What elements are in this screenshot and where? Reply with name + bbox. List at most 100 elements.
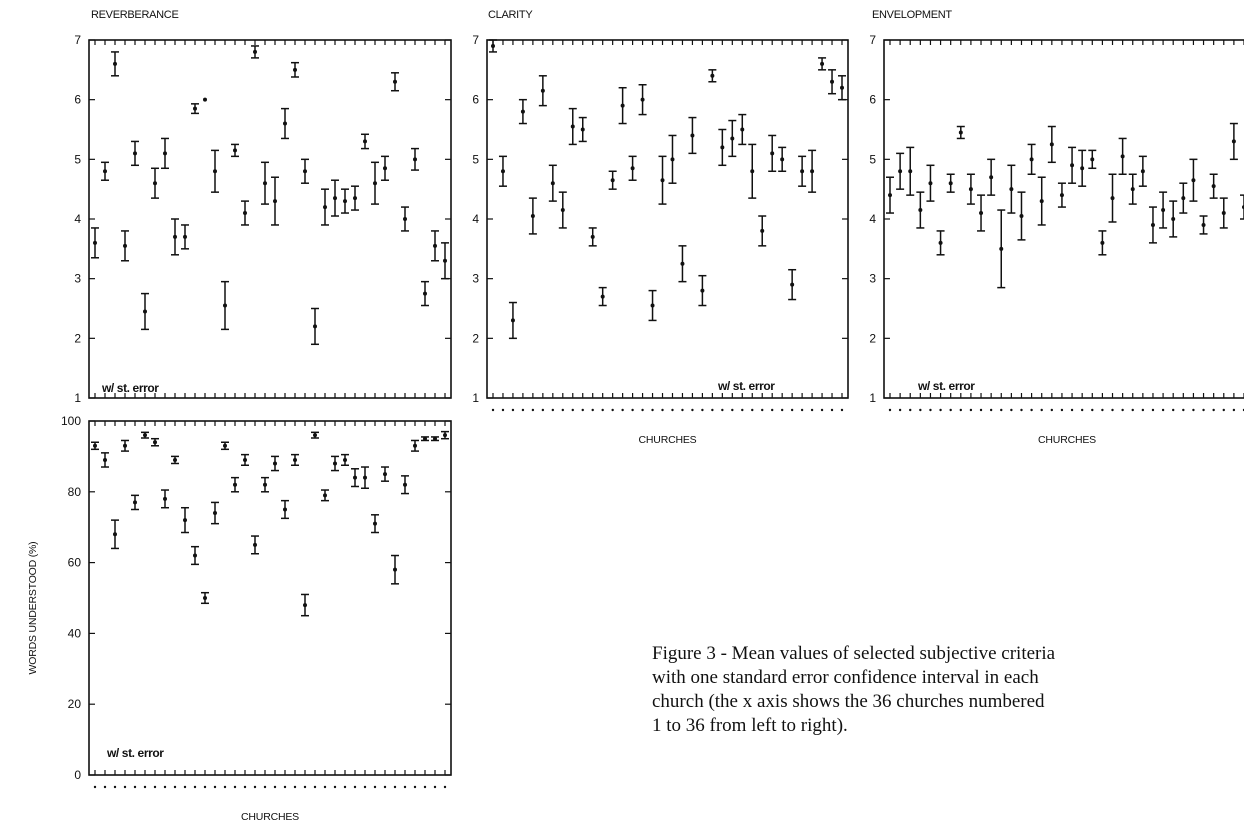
data-point <box>171 455 179 465</box>
x-tick-mark <box>123 785 127 789</box>
data-point <box>818 57 827 71</box>
mean-marker <box>443 258 447 263</box>
mean-marker <box>103 457 107 462</box>
data-point <box>1118 137 1127 175</box>
panel-title: ENVELOPMENT <box>872 9 952 21</box>
data-point <box>768 134 777 173</box>
mean-marker <box>363 139 367 144</box>
data-point <box>281 107 289 140</box>
mean-marker <box>203 596 207 600</box>
x-tick-mark <box>949 408 952 412</box>
data-point <box>331 179 339 217</box>
x-tick-mark <box>1050 408 1054 412</box>
x-tick-mark <box>790 408 794 412</box>
x-tick-mark <box>343 785 347 789</box>
mean-marker <box>790 282 795 287</box>
data-point <box>798 155 807 187</box>
mean-marker <box>690 133 695 138</box>
x-tick-mark <box>898 408 902 412</box>
data-point <box>718 128 727 167</box>
mean-marker <box>303 603 307 608</box>
chart-panel-4: 0 20 40 60 80 100 w/ st. error CHURCHES WORDS UN… <box>27 414 452 823</box>
plot-frame <box>88 420 452 776</box>
data-point <box>341 453 349 466</box>
mean-marker <box>989 175 994 180</box>
y-tick-label: 5 <box>472 152 479 166</box>
data-point <box>956 125 965 140</box>
data-point <box>151 437 159 447</box>
x-tick-mark <box>491 408 495 412</box>
error-annotation: w/ st. error <box>106 746 164 760</box>
data-point <box>241 200 249 226</box>
mean-marker <box>193 553 197 558</box>
data-point <box>351 468 359 488</box>
data-point <box>431 230 439 262</box>
mean-marker <box>423 436 427 441</box>
data-point <box>131 494 139 511</box>
data-point <box>678 245 687 283</box>
mean-marker <box>133 500 137 505</box>
x-tick-mark <box>1202 408 1205 412</box>
data-point <box>231 143 239 158</box>
y-tick-label: 20 <box>68 697 82 711</box>
data-point <box>311 307 319 346</box>
x-tick-mark <box>929 408 932 412</box>
data-point <box>1017 191 1026 241</box>
data-point <box>203 97 207 102</box>
mean-marker <box>253 49 257 54</box>
data-point <box>508 301 517 340</box>
mean-marker <box>163 496 167 501</box>
data-point <box>111 519 119 550</box>
mean-marker <box>560 208 565 213</box>
mean-marker <box>510 318 515 323</box>
mean-marker <box>770 151 775 156</box>
mean-marker <box>323 493 327 498</box>
mean-marker <box>213 169 217 174</box>
x-tick-mark <box>888 408 892 412</box>
x-tick-mark <box>403 785 407 789</box>
x-tick-mark <box>1182 408 1185 412</box>
mean-marker <box>283 507 287 512</box>
mean-marker <box>343 199 347 204</box>
x-tick-mark <box>243 785 247 789</box>
x-tick-mark <box>661 408 664 412</box>
x-tick-mark <box>591 408 594 412</box>
mean-marker <box>373 521 377 526</box>
x-tick-mark <box>303 785 307 789</box>
y-tick-label: 2 <box>869 331 876 345</box>
x-tick-mark <box>1121 408 1124 412</box>
data-point <box>161 137 169 170</box>
data-point <box>886 176 894 214</box>
caption-line-1: Figure 3 - Mean values of selected subje… <box>652 643 1056 664</box>
data-point <box>261 161 269 205</box>
mean-marker <box>313 433 317 438</box>
data-point <box>421 436 429 442</box>
mean-marker <box>700 288 705 293</box>
mean-marker <box>413 157 417 162</box>
x-tick-mark <box>571 408 574 412</box>
data-point <box>987 158 996 196</box>
y-tick-label: 100 <box>61 414 81 428</box>
mean-marker <box>393 567 397 572</box>
mean-marker <box>740 127 745 132</box>
mean-marker <box>413 443 417 448</box>
data-point <box>1159 191 1168 229</box>
mean-marker <box>938 240 943 245</box>
mean-marker <box>153 440 157 445</box>
x-tick-mark <box>631 408 634 412</box>
x-tick-mark <box>113 785 117 789</box>
x-tick-mark <box>213 785 217 789</box>
mean-marker <box>113 532 117 537</box>
mean-marker <box>1090 157 1095 162</box>
x-tick-mark <box>1010 408 1013 412</box>
mean-marker <box>293 67 297 72</box>
x-tick-mark <box>1101 408 1104 412</box>
mean-marker <box>550 181 555 186</box>
data-point <box>906 146 915 196</box>
mean-marker <box>213 511 217 516</box>
y-tick-label: 1 <box>869 391 876 405</box>
mean-marker <box>303 169 307 174</box>
x-tick-mark <box>561 408 564 412</box>
x-tick-mark <box>313 785 317 789</box>
x-tick-mark <box>253 785 257 789</box>
